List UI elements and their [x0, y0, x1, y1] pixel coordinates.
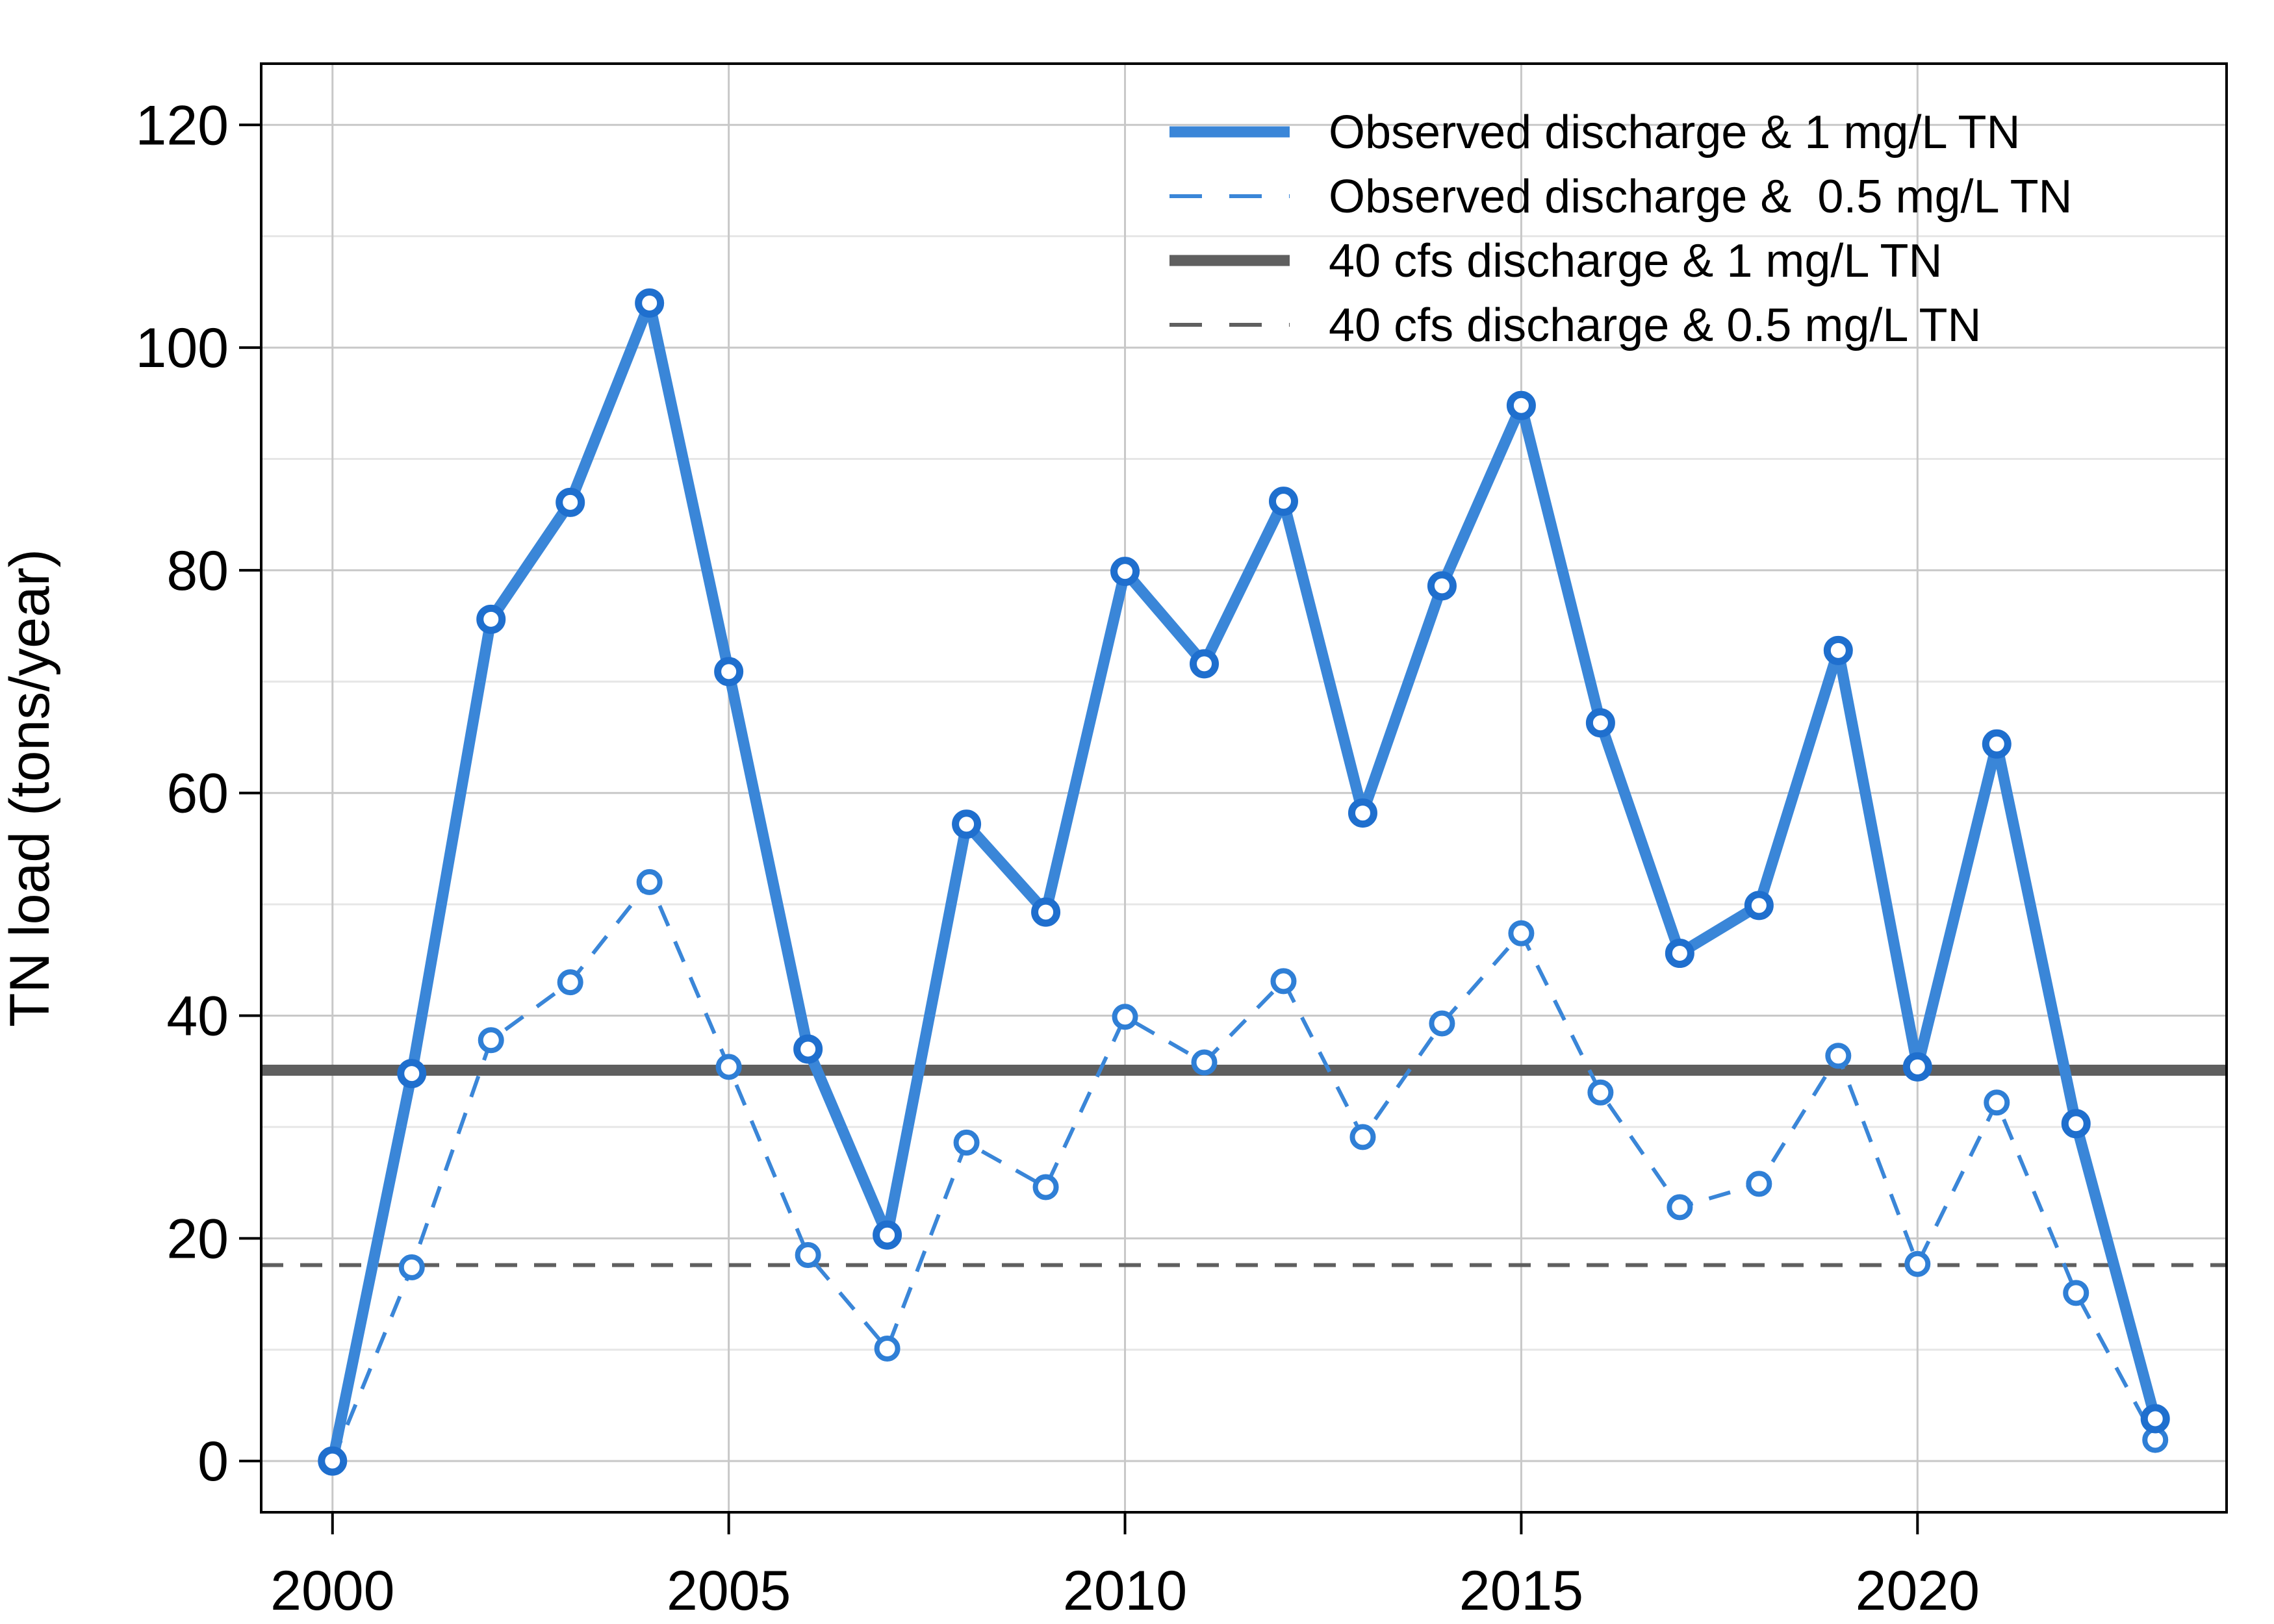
legend: Observed discharge & 1 mg/L TN Observed d… [1169, 107, 2073, 351]
y-tick-label: 120 [136, 94, 229, 157]
legend-label: 40 cfs discharge & 0.5 mg/L TN [1329, 299, 1981, 351]
y-tick-label: 100 [136, 317, 229, 379]
data-point [1982, 729, 2012, 759]
y-axis-title: TN load (tons/year) [0, 549, 61, 1027]
legend-label: Observed discharge & 0.5 mg/L TN [1329, 171, 2073, 223]
data-point [1667, 1194, 1693, 1221]
data-point [1665, 939, 1694, 969]
data-point [1190, 649, 1220, 679]
y-tick-label: 20 [166, 1208, 229, 1270]
data-point [873, 1220, 902, 1250]
x-tick-label: 2005 [667, 1560, 791, 1622]
x-tick-label: 2010 [1063, 1560, 1187, 1622]
data-point [953, 1129, 980, 1156]
x-tick-label: 2020 [1856, 1560, 1980, 1622]
data-point [793, 1034, 823, 1064]
data-point [1427, 571, 1457, 601]
data-point [1349, 1124, 1376, 1150]
y-tick-label: 40 [166, 985, 229, 1048]
data-point [1110, 557, 1140, 587]
x-tick-label: 2015 [1459, 1560, 1583, 1622]
data-point [1348, 798, 1377, 828]
data-point [1191, 1049, 1218, 1076]
data-point [636, 869, 663, 895]
data-point [398, 1254, 425, 1280]
data-point [1585, 708, 1615, 738]
data-point [1902, 1052, 1932, 1082]
legend-label: 40 cfs discharge & 1 mg/L TN [1329, 235, 1942, 287]
legend-label: Observed discharge & 1 mg/L TN [1329, 107, 2021, 159]
data-point [715, 1054, 742, 1080]
data-point [1268, 487, 1298, 516]
data-point [476, 604, 506, 634]
y-tick-label: 60 [166, 763, 229, 825]
data-point [2063, 1280, 2089, 1306]
series-line [327, 298, 2161, 1462]
data-point [1984, 1089, 2010, 1116]
data-point [714, 657, 744, 687]
y-tick-label: 80 [166, 540, 229, 602]
data-point [2140, 1404, 2170, 1434]
axes: 0 20 40 60 80 100 120 2000 2005 2010 2015 2020 [136, 94, 1980, 1622]
data-point [1270, 968, 1297, 995]
y-tick-label: 0 [198, 1430, 229, 1493]
data-point [557, 969, 583, 996]
data-point [1587, 1079, 1614, 1106]
data-point [1429, 1010, 1455, 1037]
data-point [952, 809, 982, 839]
data-point [1744, 891, 1774, 920]
data-point [318, 1446, 348, 1476]
data-point [1823, 635, 1853, 665]
data-point [1904, 1250, 1931, 1277]
data-point [1112, 1004, 1138, 1030]
data-point [478, 1027, 504, 1054]
data-point [397, 1059, 427, 1089]
series-line [331, 880, 2157, 1462]
data-point [1825, 1043, 1852, 1069]
series-lines [261, 298, 2227, 1462]
data-point [1506, 390, 1536, 420]
data-point [1746, 1171, 1772, 1197]
data-point [1032, 1174, 1059, 1200]
data-point [874, 1336, 901, 1362]
series-markers [318, 288, 2170, 1476]
data-point [635, 288, 665, 318]
data-point [795, 1242, 821, 1269]
plot-frame [260, 62, 2228, 1514]
data-point [1508, 920, 1535, 946]
data-point [556, 487, 585, 517]
data-point [1031, 897, 1061, 927]
x-tick-label: 2000 [270, 1560, 394, 1622]
data-point [2061, 1109, 2091, 1139]
